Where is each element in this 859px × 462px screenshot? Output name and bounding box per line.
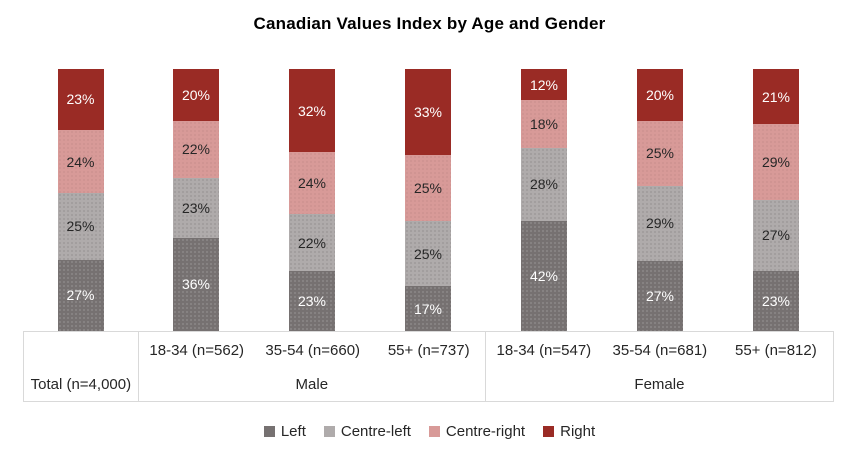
axis-group-label: Total (n=4,000) [30, 376, 132, 393]
segment-value-label: 27% [645, 287, 675, 304]
bar-segment-left: 23% [753, 270, 799, 331]
segment-value-label: 32% [297, 102, 327, 119]
segment-value-label: 29% [761, 154, 791, 170]
segment-value-label: 27% [66, 287, 95, 304]
bar-segment-centre-right: 25% [405, 155, 451, 221]
legend-swatch [263, 426, 275, 437]
legend-item-left: Left [263, 423, 306, 440]
axis-age-label: 55+ (n=812) [734, 342, 817, 359]
bar-segment-left: 23% [289, 271, 335, 331]
segment-value-label: 25% [413, 245, 443, 262]
segment-value-label: 24% [66, 153, 95, 170]
segment-value-label: 27% [761, 227, 791, 244]
bar-segment-left: 17% [405, 286, 451, 331]
legend-item-centre-right: Centre-right [428, 423, 526, 440]
chart-title: Canadian Values Index by Age and Gender [253, 14, 606, 33]
bar-segment-centre-right: 22% [173, 120, 219, 178]
bar-segment-right: 20% [637, 69, 683, 121]
segment-value-label: 22% [297, 234, 327, 251]
legend-swatch [428, 426, 440, 437]
legend-swatch [323, 426, 335, 437]
legend-item-centre-left: Centre-left [323, 423, 411, 440]
segment-value-label: 25% [645, 145, 675, 162]
segment-value-label: 29% [645, 215, 675, 232]
bar-segment-right: 20% [173, 69, 219, 121]
bar-segment-left: 27% [57, 259, 104, 331]
axis-age-label: 35-54 (n=681) [612, 342, 708, 359]
axis-group-1: Male 18-34 (n=562) 35-54 (n=660) 55+ (n=737… [139, 332, 486, 401]
bar-segment-left: 42% [521, 220, 567, 331]
bar-segment-left: 27% [637, 260, 683, 331]
axis-age-label: 35-54 (n=660) [265, 342, 361, 359]
segment-value-label: 12% [529, 76, 559, 93]
bar-segment-centre-right: 24% [57, 129, 104, 194]
segment-value-label: 21% [761, 88, 791, 105]
segment-value-label: 22% [181, 141, 211, 158]
legend-item-right: Right [543, 423, 595, 440]
bar-segment-right: 12% [521, 69, 567, 101]
axis-table: Total (n=4,000) Male 18-34 (n=562) 35-54 (n… [23, 331, 834, 402]
segment-value-label: 33% [413, 104, 443, 121]
legend-label: Right [560, 423, 596, 440]
segment-value-label: 24% [297, 175, 327, 192]
bar-segment-centre-left: 22% [289, 214, 335, 272]
bar-segment-left: 36% [173, 237, 219, 331]
bar-segment-centre-left: 28% [521, 147, 567, 221]
bar-segment-centre-left: 25% [57, 193, 104, 260]
axis-age-label: 18-34 (n=547) [496, 342, 592, 359]
bar-segment-centre-left: 27% [753, 200, 799, 271]
legend-label: Centre-left [340, 423, 411, 440]
segment-value-label: 20% [181, 86, 211, 103]
bar-segment-right: 23% [57, 69, 104, 130]
segment-value-label: 23% [761, 292, 791, 309]
bar-segment-right: 21% [753, 69, 799, 125]
axis-group-label: Male [295, 376, 329, 393]
segment-value-label: 17% [413, 300, 443, 317]
bar-segment-centre-right: 25% [637, 120, 683, 186]
bar-segment-centre-right: 18% [521, 100, 567, 148]
axis-age-label: 55+ (n=737) [387, 342, 470, 359]
axis-group-2: Female 18-34 (n=547) 35-54 (n=681) 55+ (n=8… [486, 332, 833, 401]
segment-value-label: 36% [181, 276, 211, 293]
legend-label: Centre-right [445, 423, 526, 440]
legend-swatch [543, 426, 555, 437]
segment-value-label: 23% [297, 293, 327, 310]
bar-segment-centre-right: 24% [289, 152, 335, 215]
bar-segment-right: 33% [405, 69, 451, 156]
segment-value-label: 23% [66, 91, 95, 108]
segment-value-label: 20% [645, 86, 675, 103]
segment-value-label: 28% [529, 176, 559, 193]
bar-segment-centre-left: 29% [637, 185, 683, 261]
bar-segment-right: 32% [289, 69, 335, 152]
bar-segment-centre-right: 29% [753, 124, 799, 200]
segment-value-label: 23% [181, 199, 211, 216]
segment-value-label: 25% [413, 180, 443, 197]
segment-value-label: 25% [66, 218, 95, 235]
axis-group-0: Total (n=4,000) [24, 332, 139, 401]
bar-segment-centre-left: 23% [173, 177, 219, 238]
segment-value-label: 18% [529, 116, 559, 133]
segment-value-label: 42% [529, 267, 559, 284]
bar-segment-centre-left: 25% [405, 220, 451, 287]
legend-label: Left [280, 423, 306, 440]
axis-group-label: Female [634, 376, 685, 393]
legend: Left Centre-left Centre-right Right [0, 423, 859, 440]
axis-age-label: 18-34 (n=562) [149, 342, 245, 359]
